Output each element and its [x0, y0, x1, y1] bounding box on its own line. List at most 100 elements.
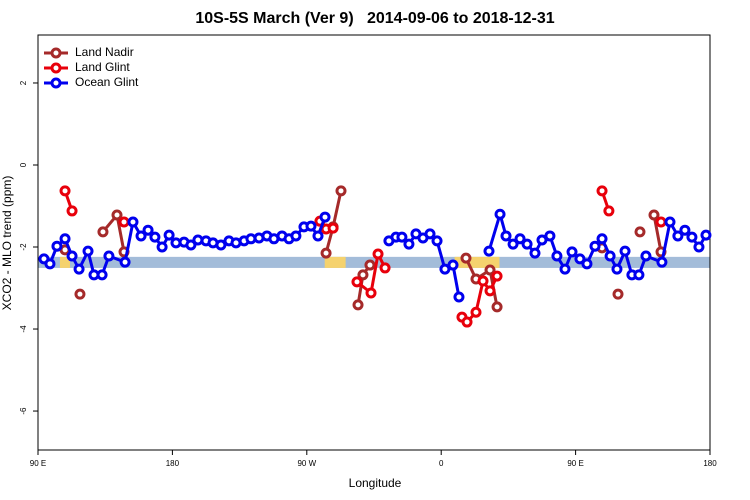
data-point [655, 216, 667, 228]
data-point [44, 258, 56, 270]
data-point [686, 231, 698, 243]
highlight-span [454, 256, 500, 268]
y-axis-label: XCO2 - MLO trend (ppm) [0, 176, 14, 311]
legend-marker [50, 62, 62, 74]
data-point [424, 228, 436, 240]
data-point [66, 250, 78, 262]
highlight-span [59, 256, 70, 268]
data-point [111, 209, 123, 221]
legend-label: Land Glint [75, 60, 130, 74]
data-point [290, 230, 302, 242]
data-point [352, 299, 364, 311]
data-point [320, 247, 332, 259]
x-tick-label: 90 E [30, 459, 46, 468]
data-point [51, 240, 63, 252]
data-point [447, 259, 459, 271]
data-point [364, 259, 376, 271]
legend-marker [50, 47, 62, 59]
data-point [619, 245, 631, 257]
data-point [74, 288, 86, 300]
data-point [73, 263, 85, 275]
legend-marker [50, 77, 62, 89]
y-tick-label: -4 [19, 325, 28, 333]
legend-label: Ocean Glint [75, 75, 139, 89]
data-point [103, 250, 115, 262]
data-point [536, 234, 548, 246]
y-tick-label: -2 [19, 243, 28, 251]
data-point [491, 301, 503, 313]
data-point [559, 263, 571, 275]
data-point [603, 205, 615, 217]
data-point [66, 205, 78, 217]
data-point [477, 275, 489, 287]
data-point [453, 291, 465, 303]
data-point [500, 230, 512, 242]
data-point [672, 230, 684, 242]
data-point [431, 235, 443, 247]
data-point [483, 245, 495, 257]
data-point [59, 233, 71, 245]
data-point [634, 226, 646, 238]
data-point [142, 224, 154, 236]
data-point [185, 239, 197, 251]
data-point [119, 256, 131, 268]
data-point [679, 224, 691, 236]
x-tick-label: 90 E [567, 459, 583, 468]
data-point [693, 241, 705, 253]
y-tick-label: 2 [19, 80, 28, 85]
data-point [596, 185, 608, 197]
data-point [461, 316, 473, 328]
data-point [379, 262, 391, 274]
chart-title: 10S-5S March (Ver 9) 2014-09-06 to 2018-… [195, 10, 554, 27]
x-tick-label: 90 W [297, 459, 316, 468]
data-point [327, 222, 339, 234]
data-point [403, 238, 415, 250]
data-point [97, 226, 109, 238]
data-point [305, 220, 317, 232]
highlight-span [324, 256, 346, 268]
data-point [460, 252, 472, 264]
data-point [351, 276, 363, 288]
data-point [312, 230, 324, 242]
data-point [566, 246, 578, 258]
data-point [640, 250, 652, 262]
data-point [494, 208, 506, 220]
plot-frame [37, 34, 711, 451]
data-point [596, 233, 608, 245]
data-point [396, 231, 408, 243]
data-point [544, 230, 556, 242]
x-tick-label: 0 [439, 459, 444, 468]
data-point [470, 306, 482, 318]
data-point [507, 238, 519, 250]
data-point [82, 245, 94, 257]
x-tick-label: 180 [703, 459, 717, 468]
x-axis-label: Longitude [349, 476, 402, 490]
data-point [365, 287, 377, 299]
data-point [551, 250, 563, 262]
data-point [59, 185, 71, 197]
data-point [514, 233, 526, 245]
data-point [648, 209, 660, 221]
data-point [521, 238, 533, 250]
data-point [96, 269, 108, 281]
series-line [101, 190, 663, 308]
x-tick-label: 180 [166, 459, 180, 468]
data-point [118, 216, 130, 228]
data-point [484, 264, 496, 276]
data-point [319, 211, 331, 223]
data-point [335, 185, 347, 197]
data-point [484, 285, 496, 297]
data-point [135, 230, 147, 242]
data-point [149, 231, 161, 243]
data-point [604, 250, 616, 262]
data-point [612, 288, 624, 300]
legend-label: Land Nadir [75, 45, 134, 59]
data-point [491, 270, 503, 282]
data-point [581, 258, 593, 270]
data-point [574, 253, 586, 265]
data-point [156, 241, 168, 253]
data-point [700, 229, 712, 241]
data-point [589, 240, 601, 252]
data-point [372, 248, 384, 260]
